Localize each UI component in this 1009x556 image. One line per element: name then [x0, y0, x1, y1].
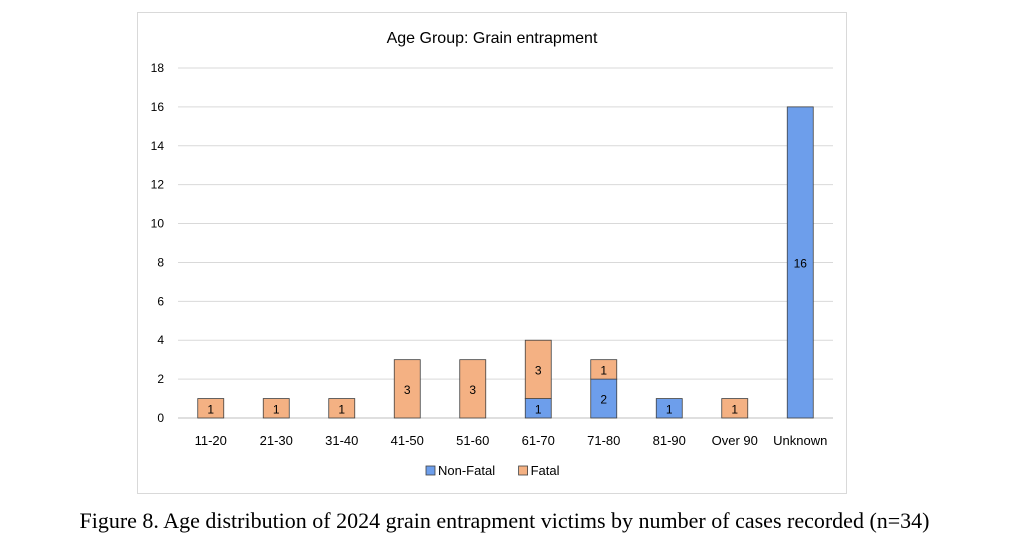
data-label: 1 [207, 402, 214, 416]
y-tick-label: 16 [151, 100, 165, 114]
stacked-bar-chart: Age Group: Grain entrapment 024681012141… [151, 30, 833, 478]
data-label: 2 [600, 393, 607, 407]
y-axis: 0 2 4 6 8 10 12 14 16 18 [151, 61, 165, 425]
bar-fatal [197, 398, 225, 419]
y-tick-label: 6 [157, 294, 164, 308]
y-tick-label: 4 [157, 333, 164, 347]
y-tick-label: 2 [157, 372, 164, 386]
x-tick-label: 51-60 [456, 433, 489, 448]
x-tick-label: 41-50 [391, 433, 424, 448]
data-label: 1 [535, 402, 542, 416]
x-tick-label: 61-70 [522, 433, 555, 448]
data-label: 3 [469, 383, 476, 397]
legend-swatch [518, 465, 529, 476]
data-label: 3 [535, 363, 542, 377]
legend-label: Fatal [531, 463, 560, 478]
data-label: 3 [404, 383, 411, 397]
figure-caption: Figure 8. Age distribution of 2024 grain… [79, 508, 930, 533]
bar-fatal [262, 398, 290, 419]
y-tick-label: 12 [151, 178, 165, 192]
legend-swatch [425, 465, 436, 476]
bar-fatal [459, 359, 487, 419]
y-tick-label: 18 [151, 61, 165, 75]
bar-non-fatal [786, 106, 814, 419]
bar-non-fatal [590, 378, 618, 419]
x-axis: 11-20 21-30 31-40 41-50 51-60 61-70 71-80 81-90… [195, 433, 828, 448]
x-tick-label: 11-20 [195, 433, 227, 448]
gridlines [178, 67, 833, 419]
bar-non-fatal [655, 398, 683, 419]
legend-label: Non-Fatal [438, 463, 495, 478]
y-tick-label: 14 [151, 139, 165, 153]
bar-fatal [524, 339, 552, 399]
x-tick-label: 21-30 [260, 433, 293, 448]
x-tick-label: Unknown [773, 433, 827, 448]
data-label: 1 [731, 402, 738, 416]
data-label: 1 [600, 363, 607, 377]
data-label: 16 [794, 256, 808, 270]
data-label: 1 [666, 402, 673, 416]
x-tick-label: Over 90 [712, 433, 758, 448]
y-tick-label: 0 [157, 411, 164, 425]
chart-frame: Age Group: Grain entrapment 0 2 4 6 8 10 12 14 1… [137, 12, 847, 494]
x-tick-label: 31-40 [325, 433, 358, 448]
x-tick-label: 71-80 [587, 433, 620, 448]
bar-fatal [328, 398, 356, 419]
y-tick-label: 10 [151, 217, 165, 231]
data-label: 1 [273, 402, 280, 416]
bar-fatal [590, 359, 618, 380]
legend: Non-Fatal Fatal [425, 463, 560, 478]
data-label: 1 [338, 402, 345, 416]
bars: 1 1 1 3 3 1 3 2 1 1 1 16 [197, 106, 814, 419]
chart-title: Age Group: Grain entrapment [387, 30, 598, 47]
bar-fatal [721, 398, 749, 419]
bar-fatal [393, 359, 421, 419]
x-tick-label: 81-90 [653, 433, 686, 448]
y-tick-label: 8 [157, 255, 164, 269]
